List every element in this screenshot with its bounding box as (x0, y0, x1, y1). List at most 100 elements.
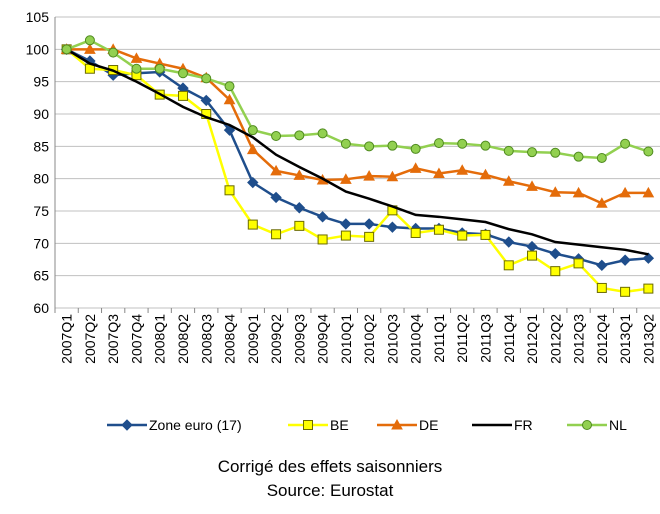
marker (223, 93, 236, 105)
y-tick-label: 90 (33, 106, 49, 122)
marker (503, 145, 514, 156)
x-tick-label: 2012Q4 (594, 314, 610, 364)
x-tick-label: 2008Q1 (152, 314, 168, 364)
marker (642, 252, 655, 264)
x-tick-label: 2012Q3 (571, 314, 587, 364)
marker (316, 211, 329, 223)
marker (270, 164, 282, 176)
x-tick-label: 2011Q3 (477, 314, 493, 363)
marker (642, 186, 655, 198)
marker (108, 47, 119, 58)
marker (364, 141, 375, 152)
marker (177, 68, 188, 79)
marker (224, 81, 235, 92)
y-tick-label: 75 (33, 203, 49, 219)
marker (130, 52, 143, 63)
marker (550, 147, 561, 158)
marker (549, 186, 562, 197)
x-tick-label: 2013Q2 (640, 314, 656, 364)
x-tick-label: 2008Q3 (198, 314, 214, 364)
marker (433, 224, 444, 235)
marker (200, 94, 212, 107)
marker (409, 162, 422, 173)
marker (620, 286, 631, 297)
marker (271, 130, 282, 141)
marker (433, 138, 444, 149)
x-tick-label: 2007Q4 (128, 314, 144, 364)
marker (410, 227, 421, 238)
marker (620, 138, 631, 149)
marker (340, 218, 352, 230)
x-tick-label: 2010Q3 (384, 314, 400, 364)
marker (410, 143, 421, 154)
marker (619, 254, 631, 266)
marker (340, 230, 351, 241)
marker (479, 168, 492, 180)
series-line (66, 38, 649, 160)
marker (84, 43, 96, 54)
y-tick-label: 80 (33, 171, 49, 187)
marker (526, 180, 538, 191)
marker (154, 63, 165, 74)
legend-label: BE (330, 417, 349, 433)
marker (247, 176, 259, 189)
marker (502, 175, 515, 186)
legend-label: DE (419, 417, 438, 433)
marker (293, 169, 306, 180)
marker (317, 234, 328, 245)
x-tick-label: 2012Q1 (524, 314, 540, 364)
x-tick-label: 2010Q1 (338, 314, 354, 364)
x-tick-label: 2007Q3 (105, 314, 121, 364)
marker (303, 420, 313, 430)
marker (480, 140, 491, 151)
marker (573, 151, 584, 162)
legend-label: Zone euro (17) (149, 417, 242, 433)
marker (643, 283, 654, 294)
x-tick-label: 2010Q2 (361, 314, 377, 364)
marker (391, 418, 403, 430)
marker (643, 146, 654, 157)
marker (457, 138, 468, 149)
series-line (65, 48, 649, 256)
x-tick-label: 2010Q4 (408, 314, 424, 364)
marker (572, 186, 585, 198)
y-tick-label: 70 (33, 235, 49, 251)
marker (386, 170, 399, 182)
y-tick-label: 100 (26, 41, 50, 57)
marker (457, 230, 468, 241)
marker (317, 128, 328, 139)
marker (503, 236, 515, 248)
y-tick-label: 85 (33, 138, 49, 154)
marker (121, 419, 133, 431)
marker (294, 220, 305, 231)
marker (271, 229, 282, 240)
note: Corrigé des effets saisonniers (218, 457, 443, 476)
marker (596, 282, 607, 293)
marker (247, 125, 258, 136)
x-tick-label: 2012Q2 (547, 314, 563, 364)
marker (131, 63, 142, 74)
marker (456, 164, 469, 175)
marker (224, 185, 235, 196)
marker (596, 152, 607, 163)
marker (364, 231, 375, 242)
y-tick-label: 60 (33, 300, 49, 316)
x-tick-label: 2011Q4 (501, 314, 517, 363)
legend-label: NL (609, 417, 627, 433)
marker (294, 130, 305, 141)
marker (201, 73, 212, 84)
marker (595, 197, 608, 208)
marker (247, 219, 258, 230)
marker (84, 35, 95, 46)
marker (503, 260, 514, 271)
y-tick-label: 105 (26, 9, 50, 25)
x-tick-label: 2009Q4 (315, 314, 331, 364)
x-tick-label: 2011Q1 (431, 314, 447, 363)
marker (223, 124, 236, 136)
marker (573, 258, 584, 269)
marker (550, 266, 561, 277)
series-line (66, 48, 649, 205)
marker (61, 44, 72, 55)
marker (596, 259, 608, 272)
